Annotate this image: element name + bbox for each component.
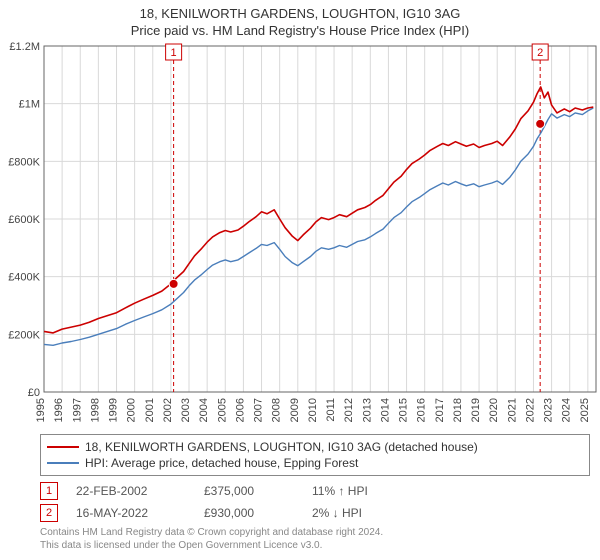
svg-text:1: 1 [171,47,177,59]
svg-text:£200K: £200K [8,329,40,341]
svg-text:2001: 2001 [144,398,156,422]
svg-text:£800K: £800K [8,156,40,168]
event-price: £375,000 [204,484,294,498]
legend-label: 18, KENILWORTH GARDENS, LOUGHTON, IG10 3… [85,440,478,454]
svg-text:£400K: £400K [8,272,40,284]
svg-text:2005: 2005 [216,398,228,422]
svg-text:2014: 2014 [379,398,391,422]
event-trend: 11% ↑ HPI [312,484,422,498]
event-table: 1 22-FEB-2002 £375,000 11% ↑ HPI 2 16-MAY-202… [40,482,590,522]
event-date: 22-FEB-2002 [76,484,186,498]
svg-text:2022: 2022 [524,398,536,422]
svg-text:£600K: £600K [8,214,40,226]
svg-text:2: 2 [537,47,543,59]
legend-item: 18, KENILWORTH GARDENS, LOUGHTON, IG10 3… [47,439,583,455]
event-trend: 2% ↓ HPI [312,506,422,520]
svg-text:2006: 2006 [234,398,246,422]
svg-text:2023: 2023 [543,398,555,422]
svg-text:1998: 1998 [89,398,101,422]
event-row: 2 16-MAY-2022 £930,000 2% ↓ HPI [40,504,590,522]
svg-text:2018: 2018 [452,398,464,422]
event-row: 1 22-FEB-2002 £375,000 11% ↑ HPI [40,482,590,500]
event-price: £930,000 [204,506,294,520]
svg-text:2008: 2008 [271,398,283,422]
svg-text:2003: 2003 [180,398,192,422]
svg-text:2004: 2004 [198,398,210,422]
svg-text:£1M: £1M [19,99,40,111]
legend-swatch [47,446,79,448]
svg-text:1997: 1997 [71,398,83,422]
svg-text:2007: 2007 [253,398,265,422]
svg-text:2019: 2019 [470,398,482,422]
event-badge: 2 [40,504,58,522]
svg-text:2017: 2017 [434,398,446,422]
legend-item: HPI: Average price, detached house, Eppi… [47,455,583,471]
svg-text:2015: 2015 [398,398,410,422]
chart-title: 18, KENILWORTH GARDENS, LOUGHTON, IG10 3… [0,6,600,21]
svg-text:2002: 2002 [162,398,174,422]
footnote: Contains HM Land Registry data © Crown c… [40,526,590,552]
svg-text:1999: 1999 [108,398,120,422]
svg-text:1996: 1996 [53,398,65,422]
svg-text:2012: 2012 [343,398,355,422]
svg-text:2011: 2011 [325,398,337,422]
svg-text:£0: £0 [28,387,40,399]
footnote-line2: This data is licensed under the Open Gov… [40,539,590,552]
svg-text:£1.2M: £1.2M [9,41,40,53]
footnote-line1: Contains HM Land Registry data © Crown c… [40,526,590,539]
svg-text:2013: 2013 [361,398,373,422]
svg-text:2009: 2009 [289,398,301,422]
price-chart: £0 £200K £400K £600K £800K £1M £1.2M 1995 1996 19… [0,40,600,430]
legend-swatch [47,462,79,464]
svg-text:2025: 2025 [579,398,591,422]
svg-text:2016: 2016 [416,398,428,422]
svg-text:1995: 1995 [35,398,47,422]
event-badge: 1 [40,482,58,500]
svg-text:2010: 2010 [307,398,319,422]
svg-text:2020: 2020 [488,398,500,422]
chart-subtitle: Price paid vs. HM Land Registry's House … [0,23,600,38]
svg-text:2021: 2021 [506,398,518,422]
legend-label: HPI: Average price, detached house, Eppi… [85,456,358,470]
svg-text:2024: 2024 [561,398,573,422]
legend: 18, KENILWORTH GARDENS, LOUGHTON, IG10 3… [40,434,590,476]
chart-titles: 18, KENILWORTH GARDENS, LOUGHTON, IG10 3… [0,0,600,40]
svg-text:2000: 2000 [126,398,138,422]
event-date: 16-MAY-2022 [76,506,186,520]
